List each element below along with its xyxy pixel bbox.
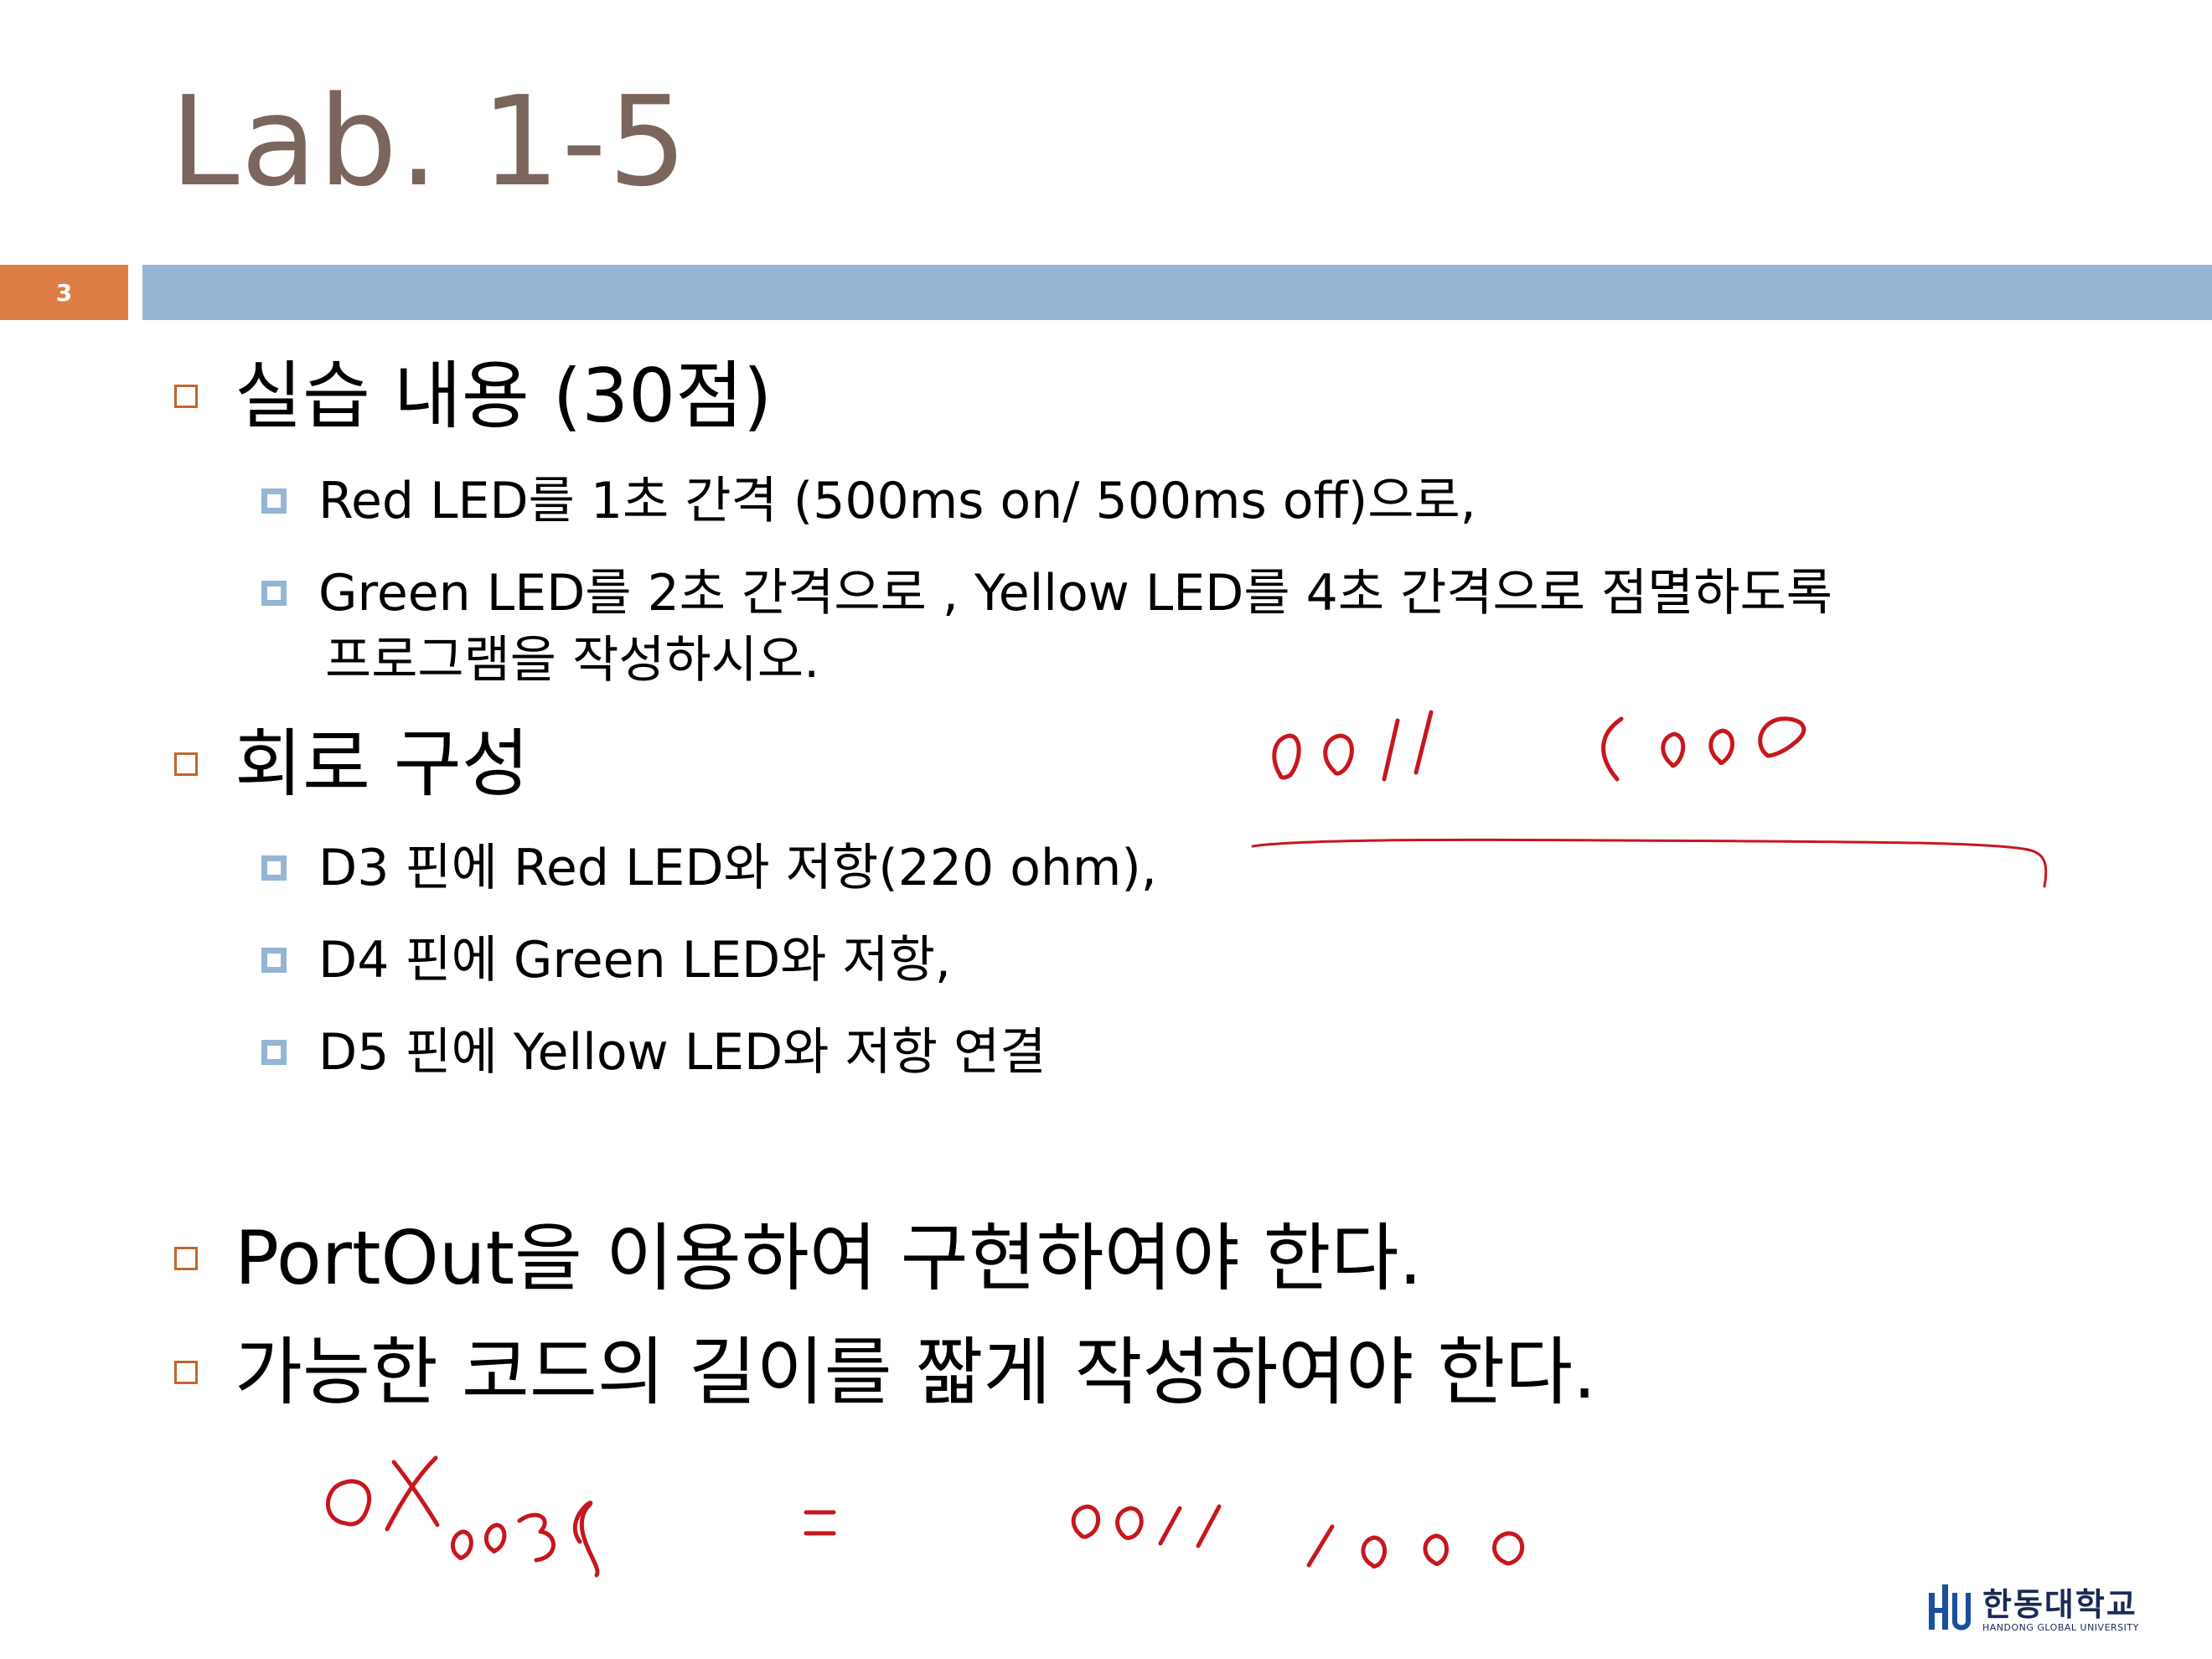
handwritten-underline xyxy=(1251,838,2048,888)
hgu-logo-icon xyxy=(1929,1584,1971,1631)
bullet-square-icon xyxy=(174,752,198,776)
sub-bullet-d4: D4 핀에 Green LED와 저항, xyxy=(261,930,951,990)
sub-bullet-text: D3 핀에 Red LED와 저항(220 ohm), xyxy=(318,839,1157,897)
logo-korean-name: 한동대학교 xyxy=(1982,1586,2137,1623)
handwritten-hex-equation xyxy=(326,1455,1524,1578)
bullet-text: 실습 내용 (30점) xyxy=(235,353,773,439)
sub-bullet-text: D5 핀에 Yellow LED와 저항 연결 xyxy=(318,1023,1047,1082)
bullet-square-icon xyxy=(174,385,198,408)
sub-bullet-square-icon xyxy=(261,581,287,606)
bullet-short-code: 가능한 코드의 길이를 짧게 작성하여야 한다. xyxy=(174,1331,1596,1414)
sub-bullet-continuation: 프로그램을 작성하시오. xyxy=(325,630,819,690)
header-bar xyxy=(142,265,2212,320)
bullet-text: 회로 구성 xyxy=(235,721,530,807)
bullet-square-icon xyxy=(174,1247,198,1270)
logo-english-name: HANDONG GLOBAL UNIVERSITY xyxy=(1982,1622,2139,1633)
sub-bullet-green-yellow-led: Green LED를 2초 간격으로 , Yellow LED를 4초 간격으로… xyxy=(261,563,1832,623)
bullet-portout: PortOut을 이용하여 구현하여야 한다. xyxy=(174,1217,1422,1300)
sub-bullet-text: Green LED를 2초 간격으로 , Yellow LED를 4초 간격으로… xyxy=(318,564,1832,623)
sub-bullet-square-icon xyxy=(261,855,287,881)
sub-bullet-text: Red LED를 1초 간격 (500ms on/ 500ms off)으로, xyxy=(318,472,1476,530)
sub-bullet-square-icon xyxy=(261,488,287,514)
bullet-text: 가능한 코드의 길이를 짧게 작성하여야 한다. xyxy=(235,1329,1597,1415)
sub-bullet-text: 프로그램을 작성하시오. xyxy=(325,631,820,690)
sub-bullet-red-led: Red LED를 1초 간격 (500ms on/ 500ms off)으로, xyxy=(261,471,1476,531)
slide-number: 3 xyxy=(0,265,128,320)
bullet-circuit: 회로 구성 xyxy=(174,722,530,806)
sub-bullet-text: D4 핀에 Green LED와 저항, xyxy=(318,931,951,990)
sub-bullet-d5: D5 핀에 Yellow LED와 저항 연결 xyxy=(261,1022,1046,1083)
slide-title: Lab. 1-5 xyxy=(170,70,689,214)
sub-bullet-square-icon xyxy=(261,1040,287,1065)
handwritten-binary-top xyxy=(1272,710,1806,782)
slide-number-text: 3 xyxy=(55,278,73,307)
bullet-square-icon xyxy=(174,1361,198,1384)
university-logo: 한동대학교 HANDONG GLOBAL UNIVERSITY xyxy=(1925,1580,2160,1641)
sub-bullet-square-icon xyxy=(261,948,287,973)
bullet-practice-content: 실습 내용 (30점) xyxy=(174,354,772,438)
bullet-text: PortOut을 이용하여 구현하여야 한다. xyxy=(235,1215,1423,1301)
sub-bullet-d3: D3 핀에 Red LED와 저항(220 ohm), xyxy=(261,838,1157,898)
